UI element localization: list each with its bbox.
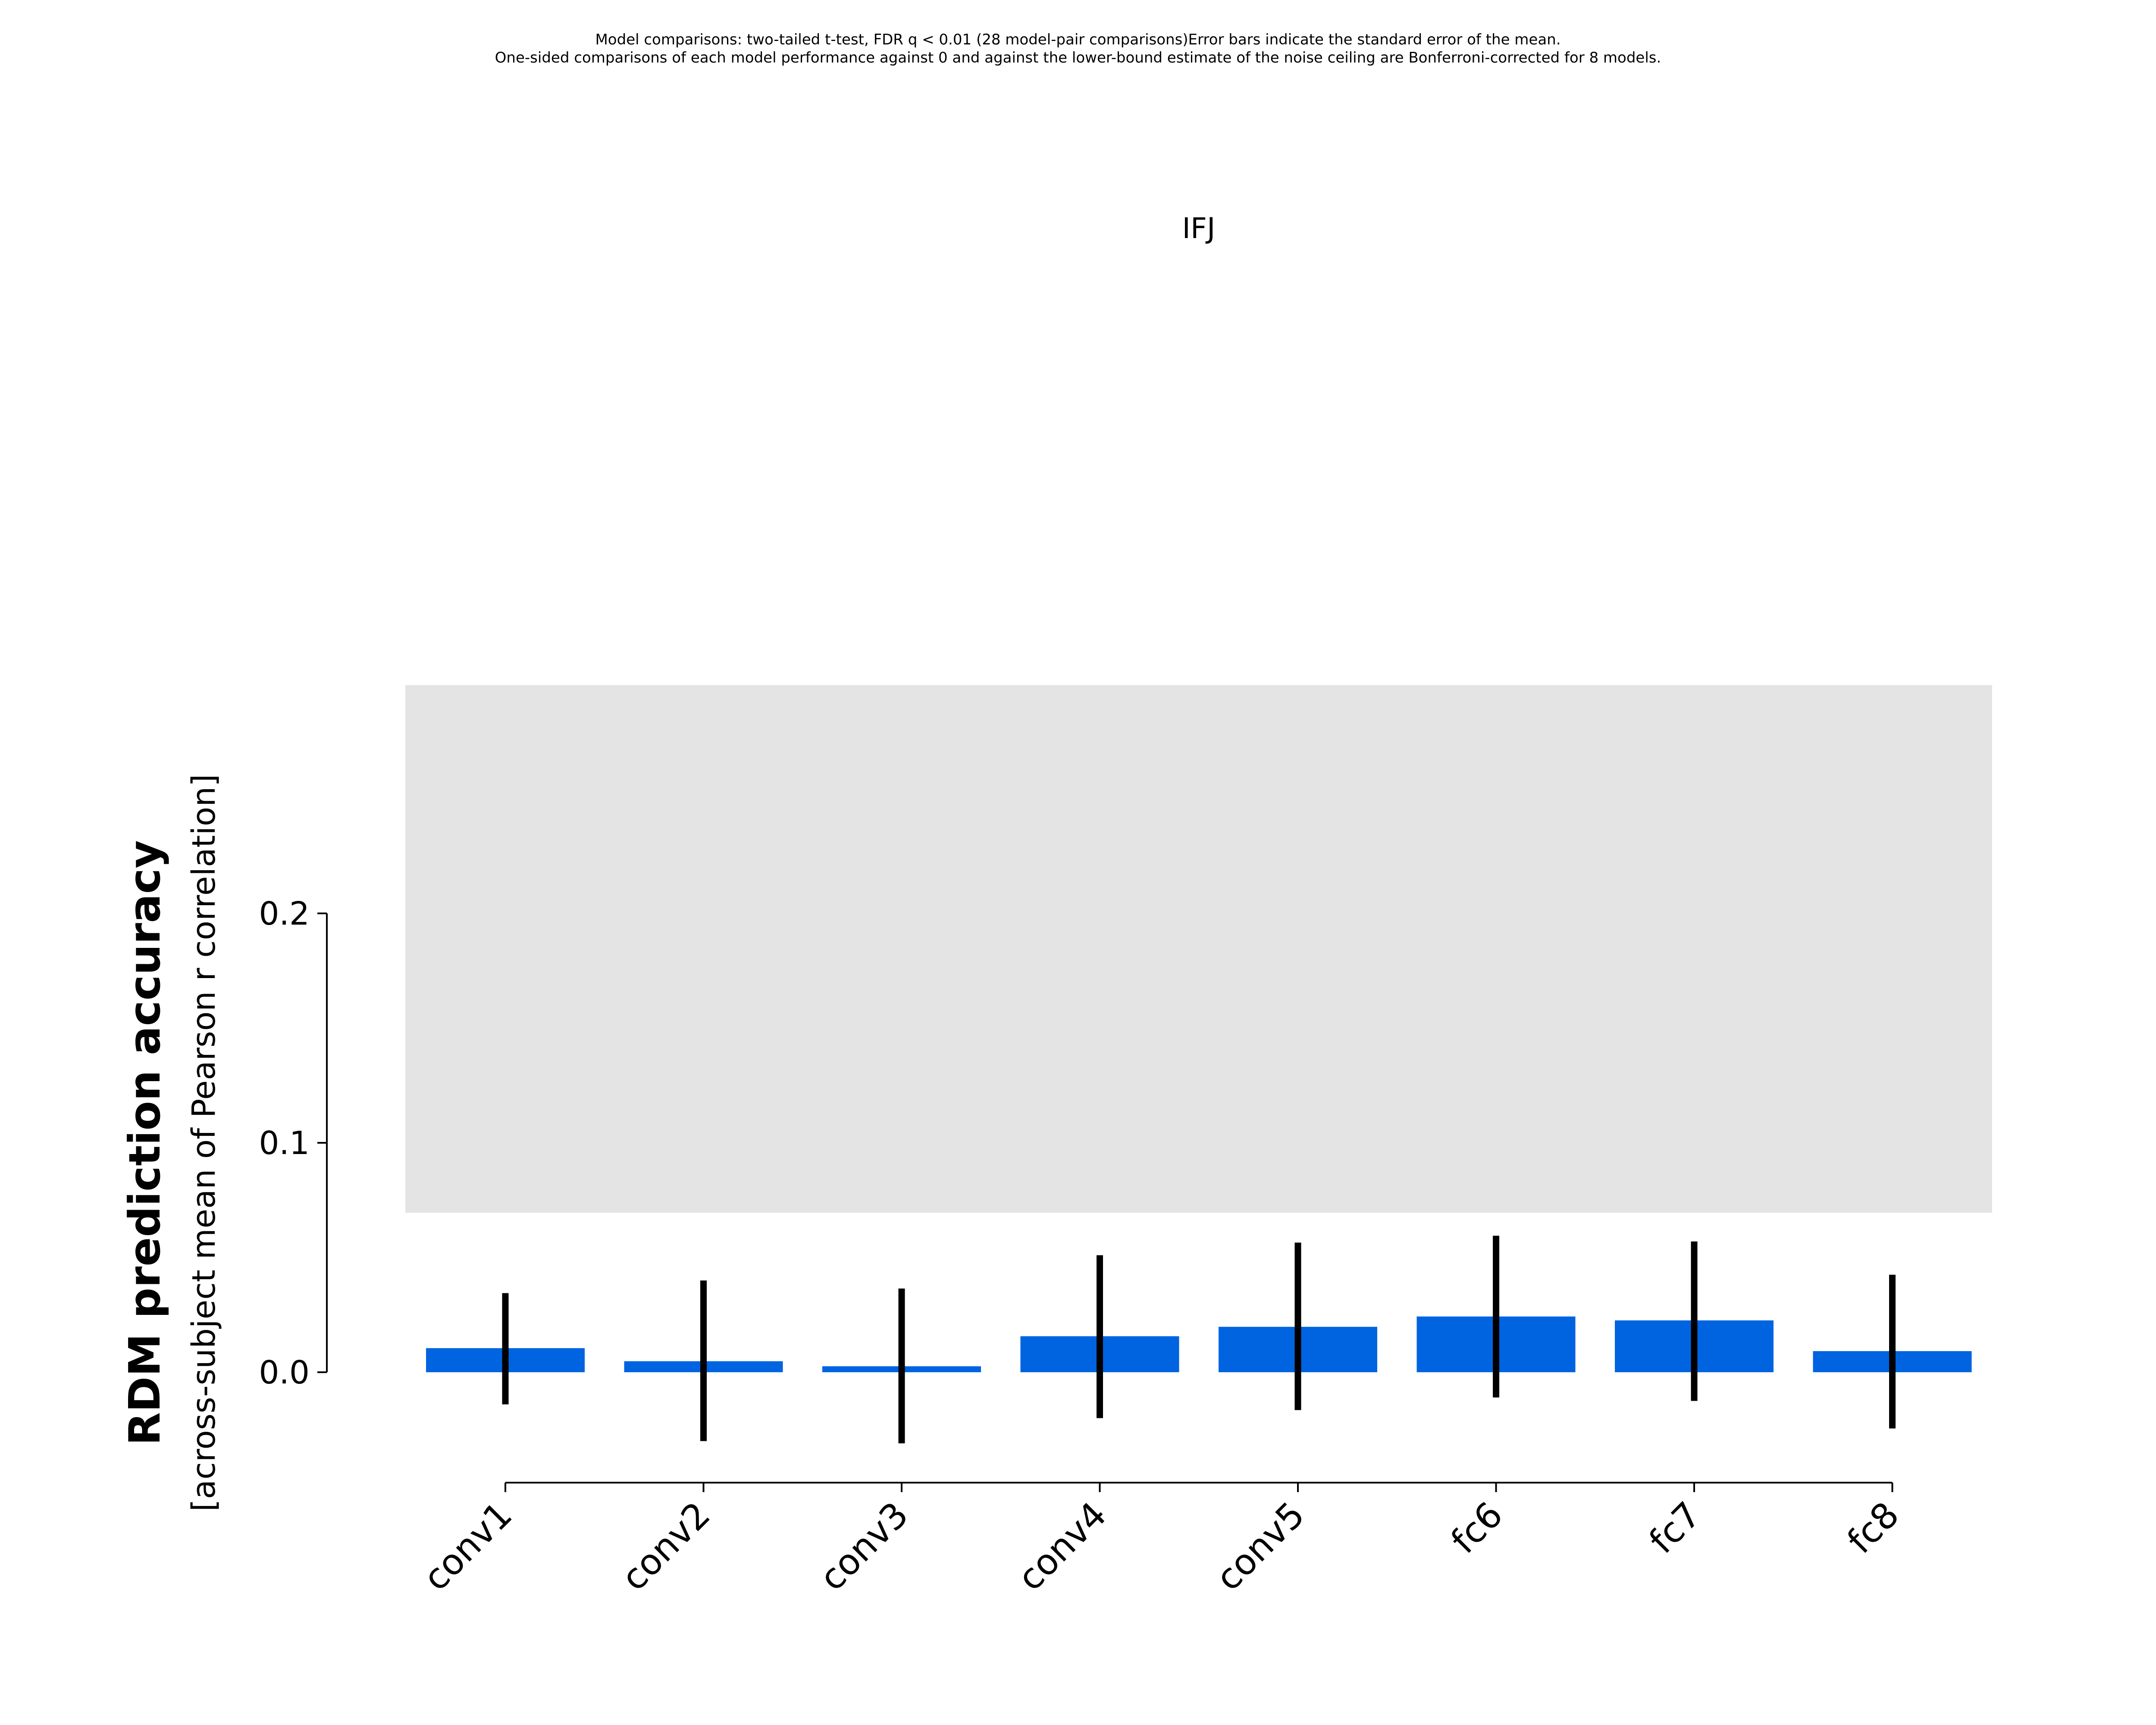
x-tick-label-conv3: conv3 <box>812 1494 916 1599</box>
plot-area: 0.0 0.1 0.2 conv1 conv2 conv3 conv4 conv5 fc6 fc7… <box>259 685 1992 1599</box>
y-tick-label-1: 0.1 <box>259 1125 310 1162</box>
y-axis-sublabel: [across-subject mean of Pearson r correl… <box>185 774 222 1512</box>
chart-note-line-1: Model comparisons: two-tailed t-test, FD… <box>595 31 1561 48</box>
chart-note-line-2: One-sided comparisons of each model perf… <box>495 49 1661 66</box>
x-tick-label-conv1: conv1 <box>416 1494 520 1599</box>
x-tick-label-conv2: conv2 <box>614 1494 718 1599</box>
x-tick-label-conv4: conv4 <box>1010 1494 1114 1599</box>
y-tick-label-2: 0.2 <box>259 895 310 932</box>
noise-ceiling-band <box>405 685 1992 1213</box>
x-tick-label-fc7: fc7 <box>1642 1494 1709 1562</box>
y-tick-label-0: 0.0 <box>259 1354 310 1391</box>
x-tick-label-conv5: conv5 <box>1208 1494 1313 1599</box>
x-tick-label-fc8: fc8 <box>1839 1494 1907 1562</box>
x-tick-label-fc6: fc6 <box>1443 1494 1510 1562</box>
chart-title: IFJ <box>1182 212 1216 245</box>
y-axis-label: RDM prediction accuracy <box>119 840 170 1445</box>
